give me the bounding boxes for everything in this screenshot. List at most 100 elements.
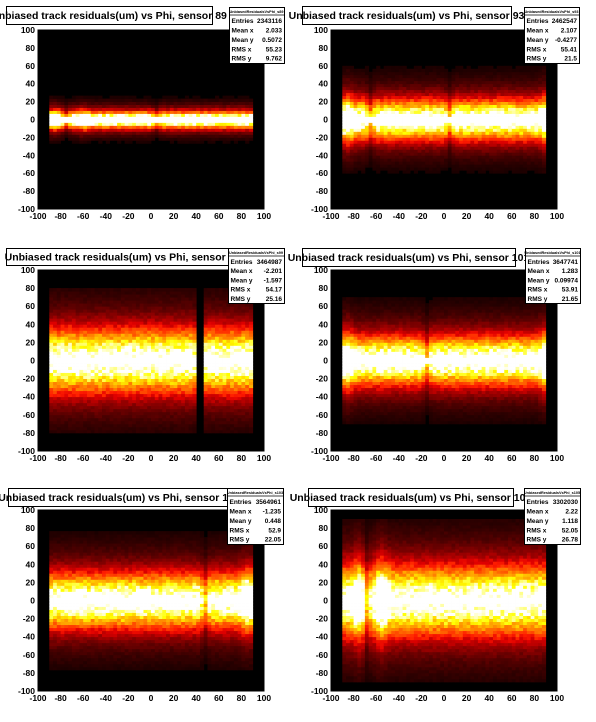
heatmap-cell <box>68 321 73 325</box>
heatmap-cell <box>173 396 178 401</box>
heatmap-cell <box>184 104 190 108</box>
heatmap-cell <box>147 122 152 126</box>
heatmap-cell <box>421 152 426 156</box>
heatmap-cell <box>71 363 77 367</box>
heatmap-cell <box>353 146 358 150</box>
heatmap-cell <box>68 107 73 111</box>
heatmap-cell <box>124 345 129 349</box>
heatmap-cell <box>132 300 137 304</box>
heatmap-cell <box>139 134 144 138</box>
heatmap-cell <box>147 339 152 343</box>
heatmap-cell <box>117 414 122 419</box>
heatmap-cell <box>86 330 92 334</box>
heatmap-cell <box>428 71 434 76</box>
heatmap-cell <box>128 101 133 105</box>
heatmap-cell <box>143 384 148 389</box>
heatmap-cell <box>455 161 460 165</box>
heatmap-cell <box>94 417 99 422</box>
heatmap-cell <box>166 110 171 114</box>
heatmap-cell <box>169 384 174 389</box>
heatmap-cell <box>132 297 137 301</box>
heatmap-cell <box>534 122 539 126</box>
heatmap-cell <box>447 92 452 97</box>
heatmap-cell <box>492 134 498 138</box>
heatmap-cell <box>102 396 107 401</box>
heatmap-cell <box>49 312 54 316</box>
heatmap-cell <box>132 357 137 361</box>
heatmap-cell <box>135 363 141 367</box>
heatmap-cell <box>398 65 403 70</box>
heatmap-cell <box>504 68 509 73</box>
heatmap-cell <box>523 95 528 100</box>
heatmap-cell <box>56 375 61 379</box>
heatmap-cell <box>346 164 351 168</box>
heatmap-cell <box>211 116 216 120</box>
heatmap-cell <box>53 351 58 355</box>
heatmap-cell <box>60 420 65 425</box>
heatmap-cell <box>86 309 92 313</box>
heatmap-cell <box>56 381 61 386</box>
heatmap-cell <box>184 101 190 105</box>
heatmap-cell <box>181 372 186 376</box>
heatmap-cell <box>481 137 486 141</box>
heatmap-cell <box>94 110 99 114</box>
heatmap-cell <box>166 107 171 111</box>
heatmap-cell <box>215 420 220 425</box>
heatmap-cell <box>470 98 475 102</box>
heatmap-cell <box>86 101 92 105</box>
heatmap-cell <box>398 155 403 159</box>
heatmap-cell <box>526 65 532 70</box>
heatmap-cell <box>248 131 254 135</box>
heatmap-cell <box>372 137 377 141</box>
heatmap-cell <box>425 146 430 150</box>
heatmap-cell <box>158 303 163 307</box>
heatmap-cell <box>120 336 126 340</box>
x-tick-label: -60 <box>77 211 90 221</box>
heatmap-cell <box>151 297 156 301</box>
heatmap-cell <box>64 354 69 358</box>
heatmap-cell <box>68 98 73 102</box>
heatmap-cell <box>481 128 486 132</box>
heatmap-cell <box>477 146 483 150</box>
heatmap-cell <box>432 74 437 79</box>
heatmap-cell <box>188 137 193 141</box>
heatmap-cell <box>391 107 396 111</box>
heatmap-cell <box>203 110 208 114</box>
heatmap-cell <box>181 140 186 144</box>
heatmap-cell <box>98 98 103 102</box>
heatmap-cell <box>173 360 178 364</box>
heatmap-cell <box>94 306 99 310</box>
heatmap-cell <box>421 107 426 111</box>
heatmap-cell <box>192 390 197 395</box>
heatmap-cell <box>534 95 539 100</box>
heatmap-cell <box>466 134 471 138</box>
heatmap-cell <box>68 351 73 355</box>
heatmap-cell <box>523 101 528 105</box>
heatmap-cell <box>132 342 137 346</box>
heatmap-cell <box>71 131 77 135</box>
heatmap-cell <box>173 399 178 404</box>
heatmap-cell <box>349 161 354 165</box>
heatmap-cell <box>162 318 167 322</box>
heatmap-cell <box>515 155 520 159</box>
heatmap-cell <box>75 107 80 111</box>
heatmap-cell <box>466 101 471 105</box>
heatmap-cell <box>132 98 137 102</box>
heatmap-cell <box>455 92 460 97</box>
heatmap-cell <box>515 170 520 174</box>
heatmap-cell <box>425 101 430 105</box>
heatmap-cell <box>455 101 460 105</box>
heatmap-cell <box>218 98 223 102</box>
heatmap-cell <box>71 122 77 126</box>
heatmap-cell <box>233 131 239 135</box>
heatmap-cell <box>211 294 216 298</box>
heatmap-cell <box>474 98 479 102</box>
heatmap-cell <box>417 137 422 141</box>
heatmap-cell <box>139 119 144 123</box>
heatmap-cell <box>177 122 182 126</box>
heatmap-cell <box>349 167 354 171</box>
heatmap-cell <box>402 122 407 126</box>
heatmap-cell <box>173 330 178 334</box>
heatmap-cell <box>395 146 400 150</box>
heatmap-cell <box>203 312 208 316</box>
